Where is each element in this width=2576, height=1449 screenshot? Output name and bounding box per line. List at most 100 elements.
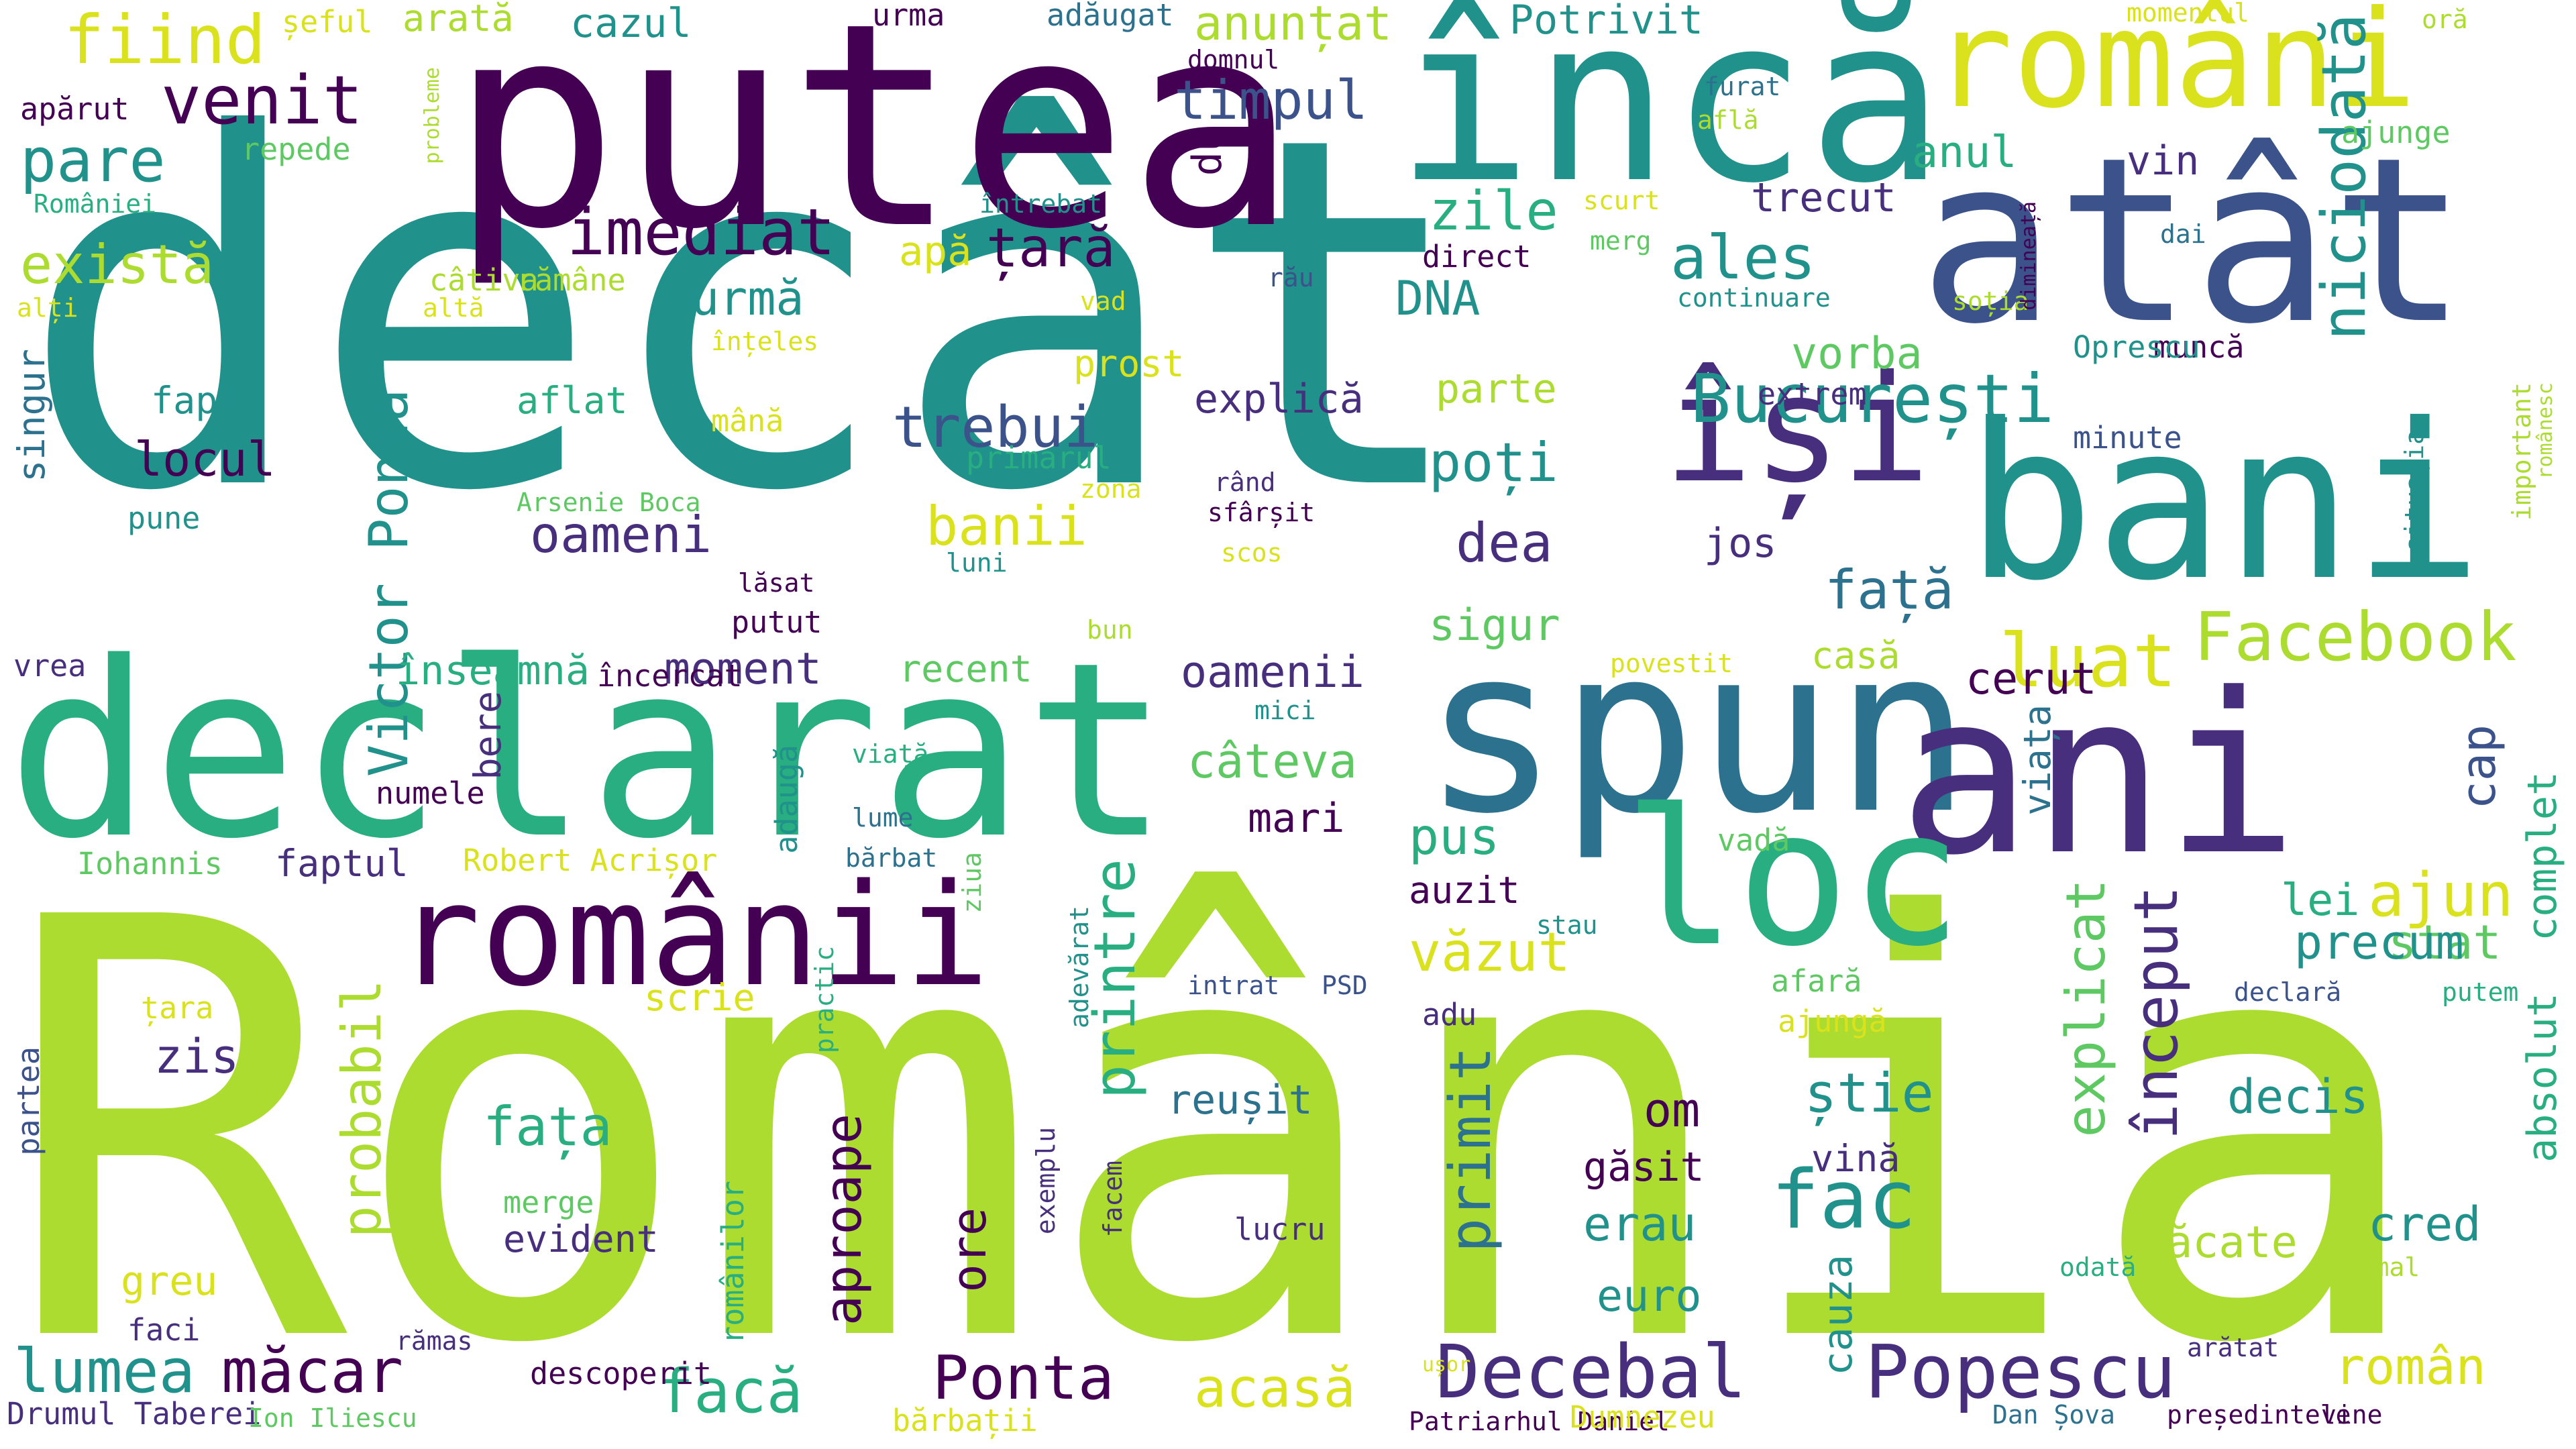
word: altă xyxy=(423,293,484,323)
word: își xyxy=(1664,343,1931,515)
word: pus xyxy=(1409,807,1500,866)
word: mari xyxy=(1248,795,1345,842)
word: oamenii xyxy=(1181,647,1364,698)
word: singur xyxy=(10,349,53,482)
word: faci xyxy=(127,1312,201,1348)
word: zis xyxy=(154,1029,239,1084)
word: muncă xyxy=(2153,329,2245,365)
word: luat xyxy=(1999,618,2177,704)
word: întrebat xyxy=(979,189,1103,219)
word: român xyxy=(2334,1337,2486,1396)
word: intrat xyxy=(1187,971,1280,1000)
word: domnul xyxy=(1187,45,1280,74)
word: bani xyxy=(1966,378,2483,628)
word: ales xyxy=(1670,223,1816,293)
word: facă xyxy=(657,1356,803,1427)
word: adăugat xyxy=(1046,0,1174,33)
word: merge xyxy=(503,1185,594,1220)
word: alți xyxy=(17,293,78,323)
word: Potrivit xyxy=(1509,0,1703,44)
word: cred xyxy=(2368,1197,2481,1252)
word: precum xyxy=(2294,915,2464,970)
word: Arsenie Boca xyxy=(517,488,701,517)
word: lume xyxy=(852,803,914,833)
word: încercat xyxy=(597,658,743,694)
word: evident xyxy=(503,1218,659,1260)
word: anunțat xyxy=(1194,0,1393,51)
word: repede xyxy=(241,131,351,167)
word: afară xyxy=(1771,963,1862,999)
word: sfârșit xyxy=(1208,498,1316,527)
word: soția xyxy=(1952,286,2029,316)
word: acasă xyxy=(1194,1357,1356,1419)
word: găsit xyxy=(1583,1144,1705,1191)
word: putut xyxy=(731,604,822,640)
word: fața xyxy=(483,1095,612,1158)
word: Oprescu xyxy=(2073,329,2200,365)
word: euro xyxy=(1597,1271,1702,1322)
word: adaugă xyxy=(769,745,804,854)
word: află xyxy=(1697,105,1759,135)
word: vadă xyxy=(1717,822,1790,858)
word: direct xyxy=(1422,239,1532,274)
word: furat xyxy=(1704,72,1781,101)
word: banii xyxy=(926,495,1087,557)
word: bărbații xyxy=(892,1403,1038,1438)
word: partea xyxy=(11,1046,46,1156)
word: românilor xyxy=(715,1181,751,1344)
word: venit xyxy=(161,61,364,140)
word: oră xyxy=(2422,5,2468,34)
word: șeful xyxy=(282,4,373,40)
word: vrea xyxy=(13,648,87,684)
word: Dumnezeu xyxy=(1570,1399,1715,1435)
word: reușit xyxy=(1167,1077,1313,1124)
word: practic xyxy=(810,946,839,1054)
word: primarul xyxy=(966,440,1112,476)
word: oameni xyxy=(530,505,712,564)
word: mici xyxy=(1254,696,1316,725)
word: printre xyxy=(1082,859,1148,1099)
word: rău xyxy=(1268,263,1314,292)
word: rămas xyxy=(396,1326,473,1356)
word: normal xyxy=(2328,1252,2420,1282)
word: românii xyxy=(396,853,990,1018)
word: înțeles xyxy=(711,327,819,356)
word: fac xyxy=(1771,1154,1917,1247)
word: Ion Iliescu xyxy=(248,1403,417,1433)
word: români xyxy=(1932,0,2417,138)
word: scrie xyxy=(644,976,755,1019)
word: PSD xyxy=(1322,971,1368,1000)
word: vorba xyxy=(1791,329,1923,379)
word: absolut xyxy=(2519,993,2566,1163)
word: față xyxy=(1825,559,1954,621)
word: declarat xyxy=(7,610,1170,892)
word: explicat xyxy=(2055,879,2117,1138)
word: declară xyxy=(2234,977,2342,1007)
word: ușor xyxy=(1422,1353,1471,1377)
word: descoperit xyxy=(530,1356,712,1391)
word: vad xyxy=(1080,286,1126,316)
word: decât xyxy=(19,34,1473,596)
word: sigur xyxy=(1429,600,1560,651)
word: locul xyxy=(134,432,276,487)
word: vină xyxy=(1811,1137,1900,1180)
word: situația xyxy=(2400,429,2429,553)
word: Patriarhul Daniel xyxy=(1409,1407,1670,1436)
word: complet xyxy=(2519,771,2566,941)
word: dea xyxy=(1456,512,1553,574)
word: ore xyxy=(942,1208,997,1293)
word: rând xyxy=(1214,468,1276,497)
word: Decebal xyxy=(1436,1329,1747,1415)
word: niciodată xyxy=(2309,13,2379,341)
word: aproape xyxy=(814,1114,873,1326)
word: scurt xyxy=(1583,186,1660,215)
word: putem xyxy=(2442,977,2519,1007)
word: președintele xyxy=(2167,1400,2351,1430)
word: încă xyxy=(1395,0,1945,233)
word: probleme xyxy=(421,67,444,164)
word: adevărat xyxy=(1065,906,1094,1029)
word: vine xyxy=(2321,1400,2383,1430)
word: fapt xyxy=(151,379,240,422)
word: viața xyxy=(2016,704,2059,816)
